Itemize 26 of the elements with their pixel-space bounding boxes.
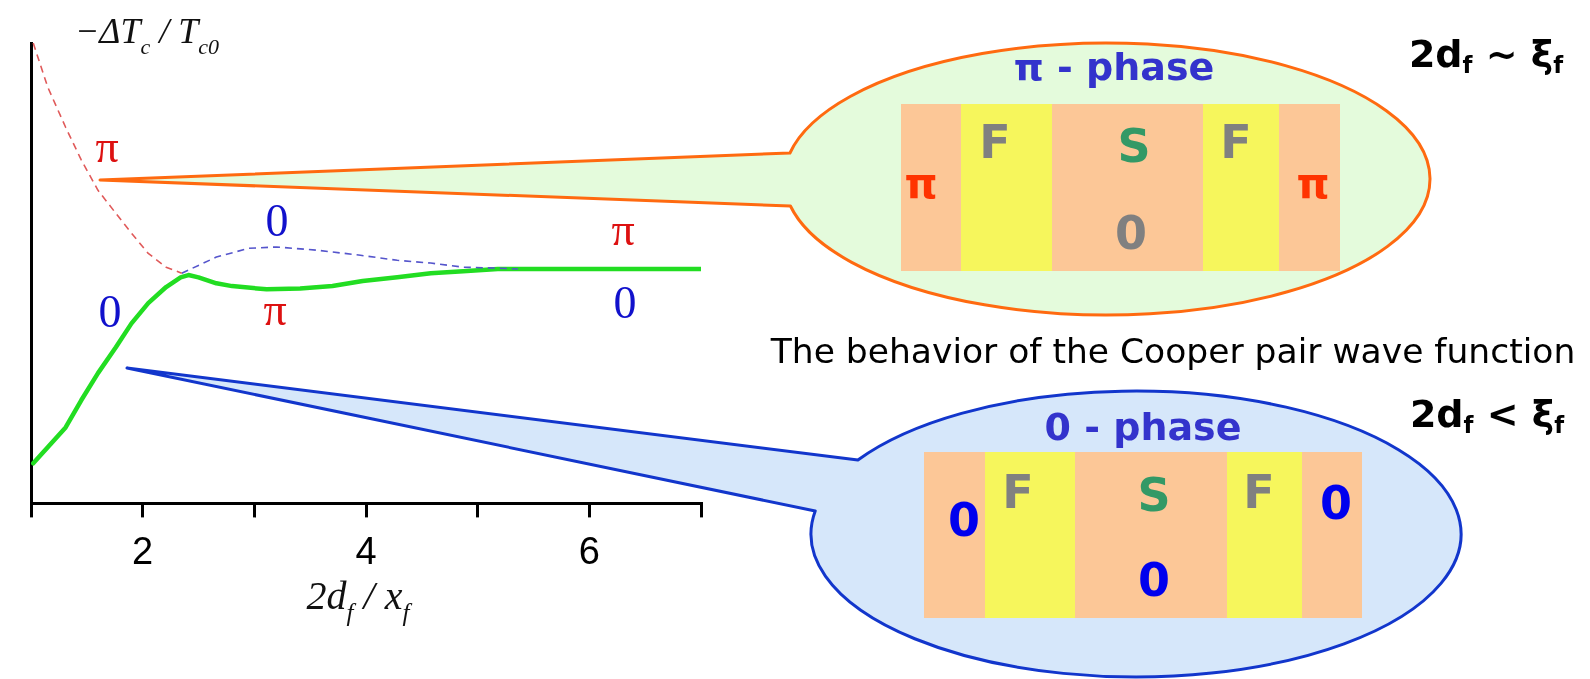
text: π - phase <box>1013 45 1215 89</box>
text: 2d$_{f}$ ~ ξ$_{f}$ <box>1408 32 1564 78</box>
text: S <box>1117 119 1151 173</box>
text: F <box>979 115 1011 169</box>
text: π <box>904 159 938 208</box>
text: F <box>1243 465 1275 519</box>
text: π <box>1296 159 1330 208</box>
text: The behavior of the Cooper pair wave function <box>770 330 1576 371</box>
annotation: 0 <box>265 195 289 246</box>
annotation: 0 <box>98 286 122 337</box>
text: F <box>1002 465 1034 519</box>
text: 0 <box>947 493 981 547</box>
annotation: π <box>263 284 287 335</box>
annotation: 0 <box>613 277 637 328</box>
text: 0 <box>1137 553 1171 607</box>
annotation: π <box>611 204 635 255</box>
text: 2d$_{f}$ < ξ$_{f}$ <box>1409 392 1565 438</box>
x-tick-label: 4 <box>355 529 377 572</box>
text: 0 <box>1319 476 1353 530</box>
text: 0 <box>1114 206 1148 260</box>
x-tick-label: 6 <box>578 529 600 572</box>
text: S <box>1137 468 1171 522</box>
text: 0 - phase <box>1044 405 1242 449</box>
x-tick-label: 2 <box>132 529 154 572</box>
annotation: π <box>95 121 119 172</box>
text: F <box>1220 115 1252 169</box>
